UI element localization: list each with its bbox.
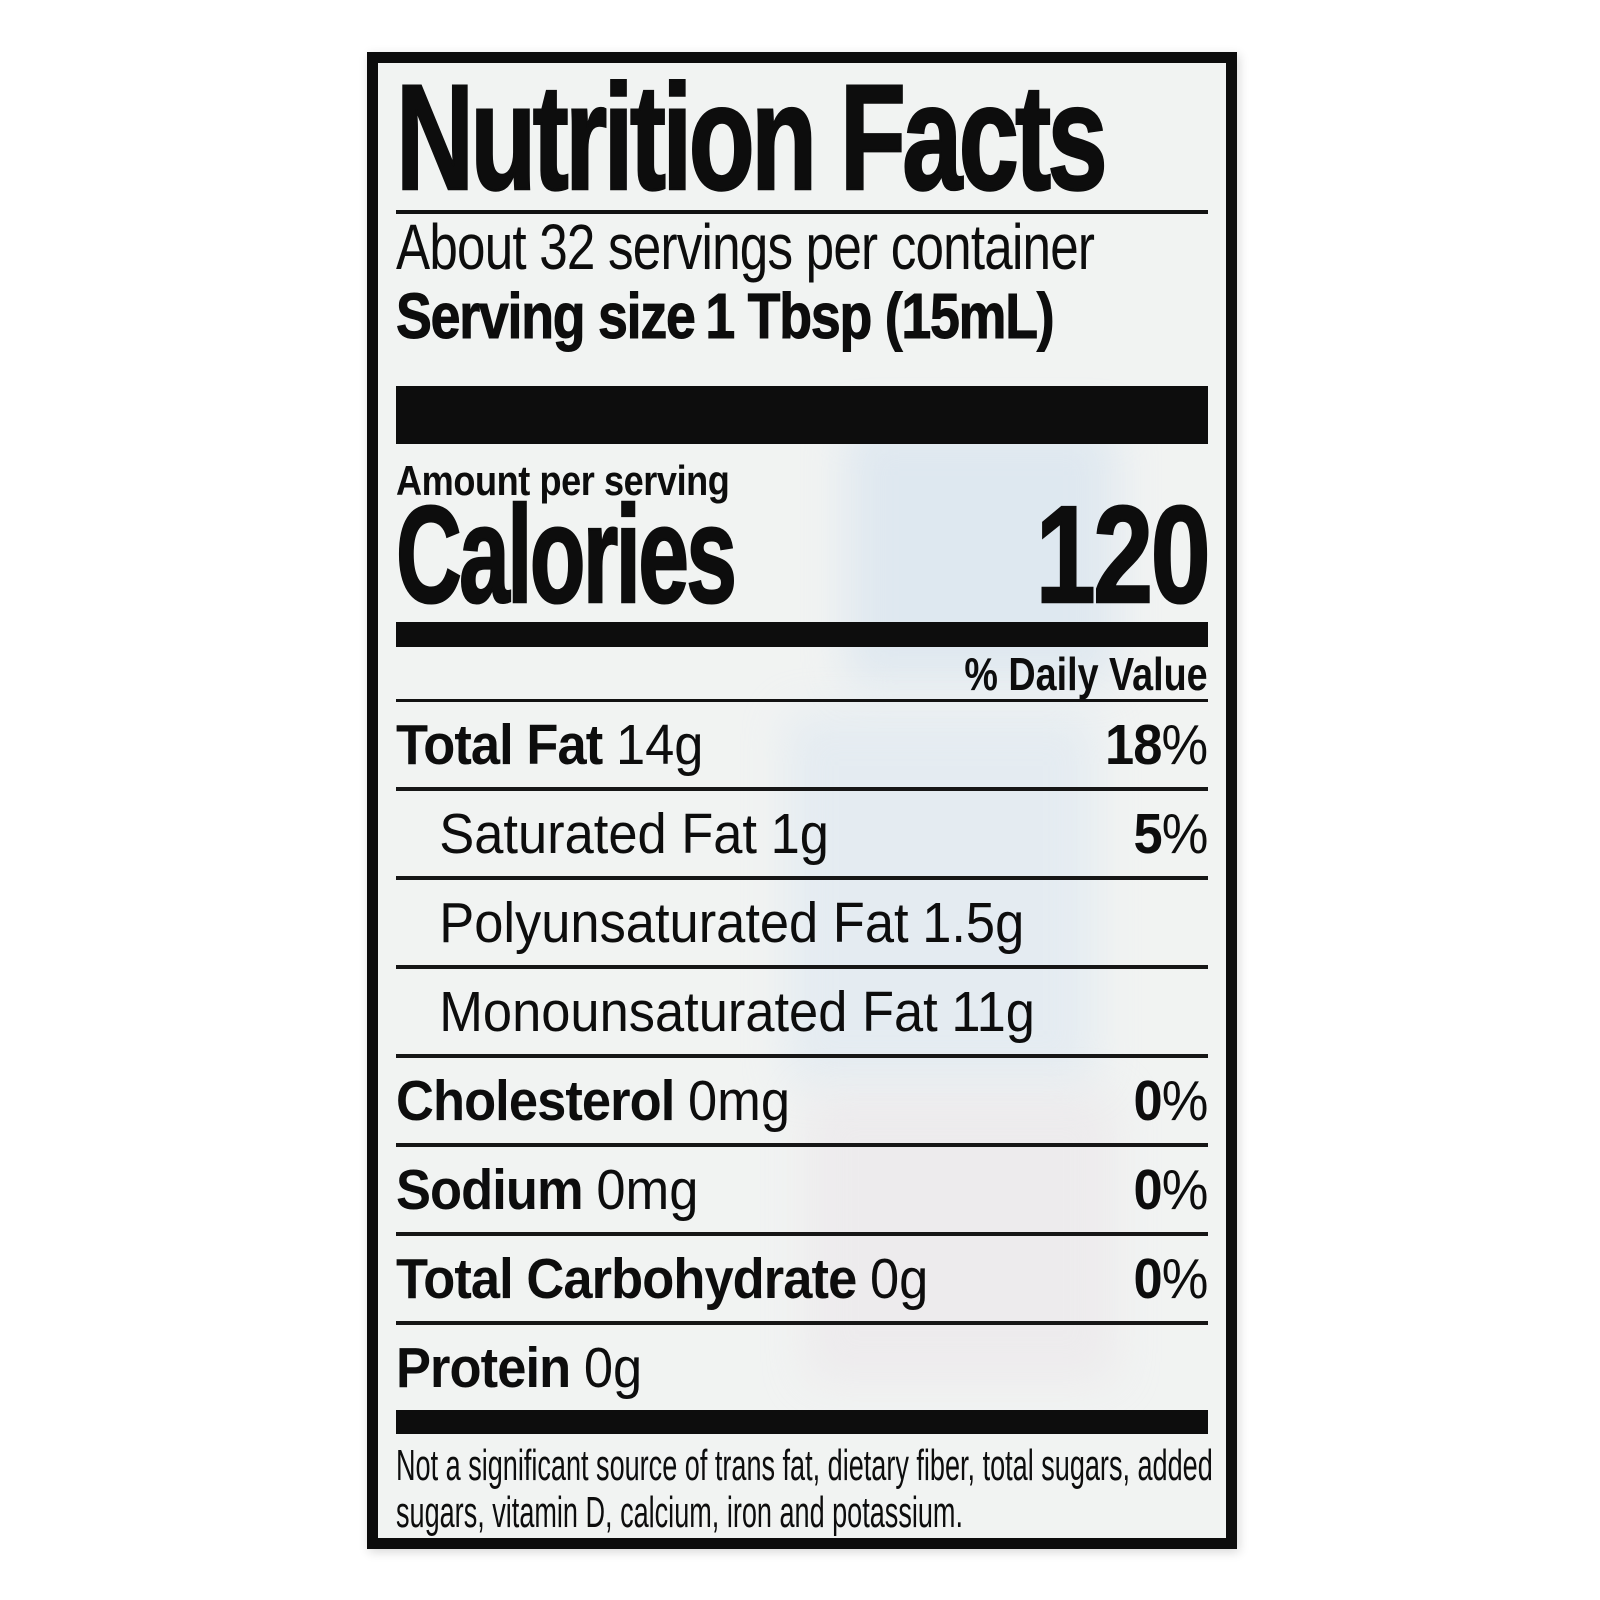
nutrient-row-polyunsaturated-fat: Polyunsaturated Fat 1.5g	[396, 880, 1208, 969]
nutrient-amount: 1g	[770, 801, 829, 866]
nutrient-daily-value: 0%	[1133, 1157, 1208, 1222]
thick-divider-bar-top	[396, 386, 1208, 444]
medium-divider-bar	[396, 622, 1208, 647]
divider-under-daily-value	[396, 699, 1208, 702]
calories-value: 120	[1034, 478, 1211, 632]
thick-divider-bar-bottom	[396, 1410, 1208, 1434]
nutrient-row-saturated-fat: Saturated Fat 1g 5%	[396, 791, 1208, 880]
nutrient-daily-value: 0%	[1133, 1068, 1208, 1133]
amount-per-serving: Amount per serving	[396, 458, 1208, 504]
nutrient-name: Cholesterol	[396, 1068, 675, 1133]
percent-sign: %	[1161, 712, 1208, 777]
nutrient-row-sodium: Sodium 0mg 0%	[396, 1147, 1208, 1236]
servings-per-container-text: About 32 servings per container	[396, 211, 1095, 283]
nutrient-row-protein: Protein 0g	[396, 1325, 1208, 1410]
percent-sign: %	[1161, 1157, 1208, 1222]
nutrient-daily-value: 5%	[1133, 801, 1208, 866]
nutrient-row-cholesterol: Cholesterol 0mg 0%	[396, 1058, 1208, 1147]
nutrient-amount: 0g	[583, 1335, 643, 1400]
label-title: Nutrition Facts	[395, 53, 1208, 221]
footnote: Not a significant source of trans fat, d…	[396, 1442, 1213, 1536]
serving-size: Serving size 1 Tbsp (15mL)	[396, 280, 1208, 353]
nutrient-name: Polyunsaturated Fat	[439, 890, 909, 955]
nutrient-name: Monounsaturated Fat	[439, 979, 938, 1044]
serving-size-value: 1 Tbsp (15mL)	[705, 280, 1055, 353]
nutrient-name: Sodium	[396, 1157, 584, 1222]
nutrient-row-monounsaturated-fat: Monounsaturated Fat 11g	[396, 969, 1208, 1058]
divider-under-title	[396, 210, 1208, 214]
percent-sign: %	[1161, 1246, 1208, 1311]
nutrient-amount: 14g	[615, 712, 704, 777]
daily-value-header: % Daily Value	[396, 649, 1208, 699]
nutrient-amount: 1.5g	[922, 890, 1025, 955]
nutrient-name: Total Carbohydrate	[396, 1246, 857, 1311]
daily-value-header-text: % Daily Value	[964, 648, 1208, 700]
nutrient-amount: 0mg	[596, 1157, 699, 1222]
calories-label: Calories	[395, 478, 738, 632]
percent-sign: %	[1161, 801, 1208, 866]
nutrient-row-total-fat: Total Fat 14g 18%	[396, 702, 1208, 791]
servings-per-container: About 32 servings per container	[396, 214, 1208, 280]
nutrient-amount: 11g	[951, 979, 1035, 1044]
nutrient-name: Protein	[396, 1335, 571, 1400]
nutrient-daily-value: 0%	[1133, 1246, 1208, 1311]
nutrition-facts-label: Nutrition Facts About 32 servings per co…	[367, 52, 1237, 1549]
nutrient-name: Total Fat	[396, 712, 603, 777]
nutrient-row-total-carbohydrate: Total Carbohydrate 0g 0%	[396, 1236, 1208, 1325]
serving-size-label: Serving size	[396, 280, 697, 353]
amount-per-serving-text: Amount per serving	[396, 457, 730, 504]
nutrient-amount: 0mg	[687, 1068, 791, 1133]
calories-row: Calories 120	[395, 478, 1211, 632]
nutrient-daily-value: 18%	[1104, 712, 1208, 777]
label-content: Nutrition Facts About 32 servings per co…	[378, 53, 1226, 1538]
nutrient-amount: 0g	[869, 1246, 929, 1311]
percent-sign: %	[1161, 1068, 1208, 1133]
footnote-text: Not a significant source of trans fat, d…	[396, 1441, 1213, 1537]
nutrient-name: Saturated Fat	[439, 801, 757, 866]
label-title-text: Nutrition Facts	[395, 53, 1108, 221]
